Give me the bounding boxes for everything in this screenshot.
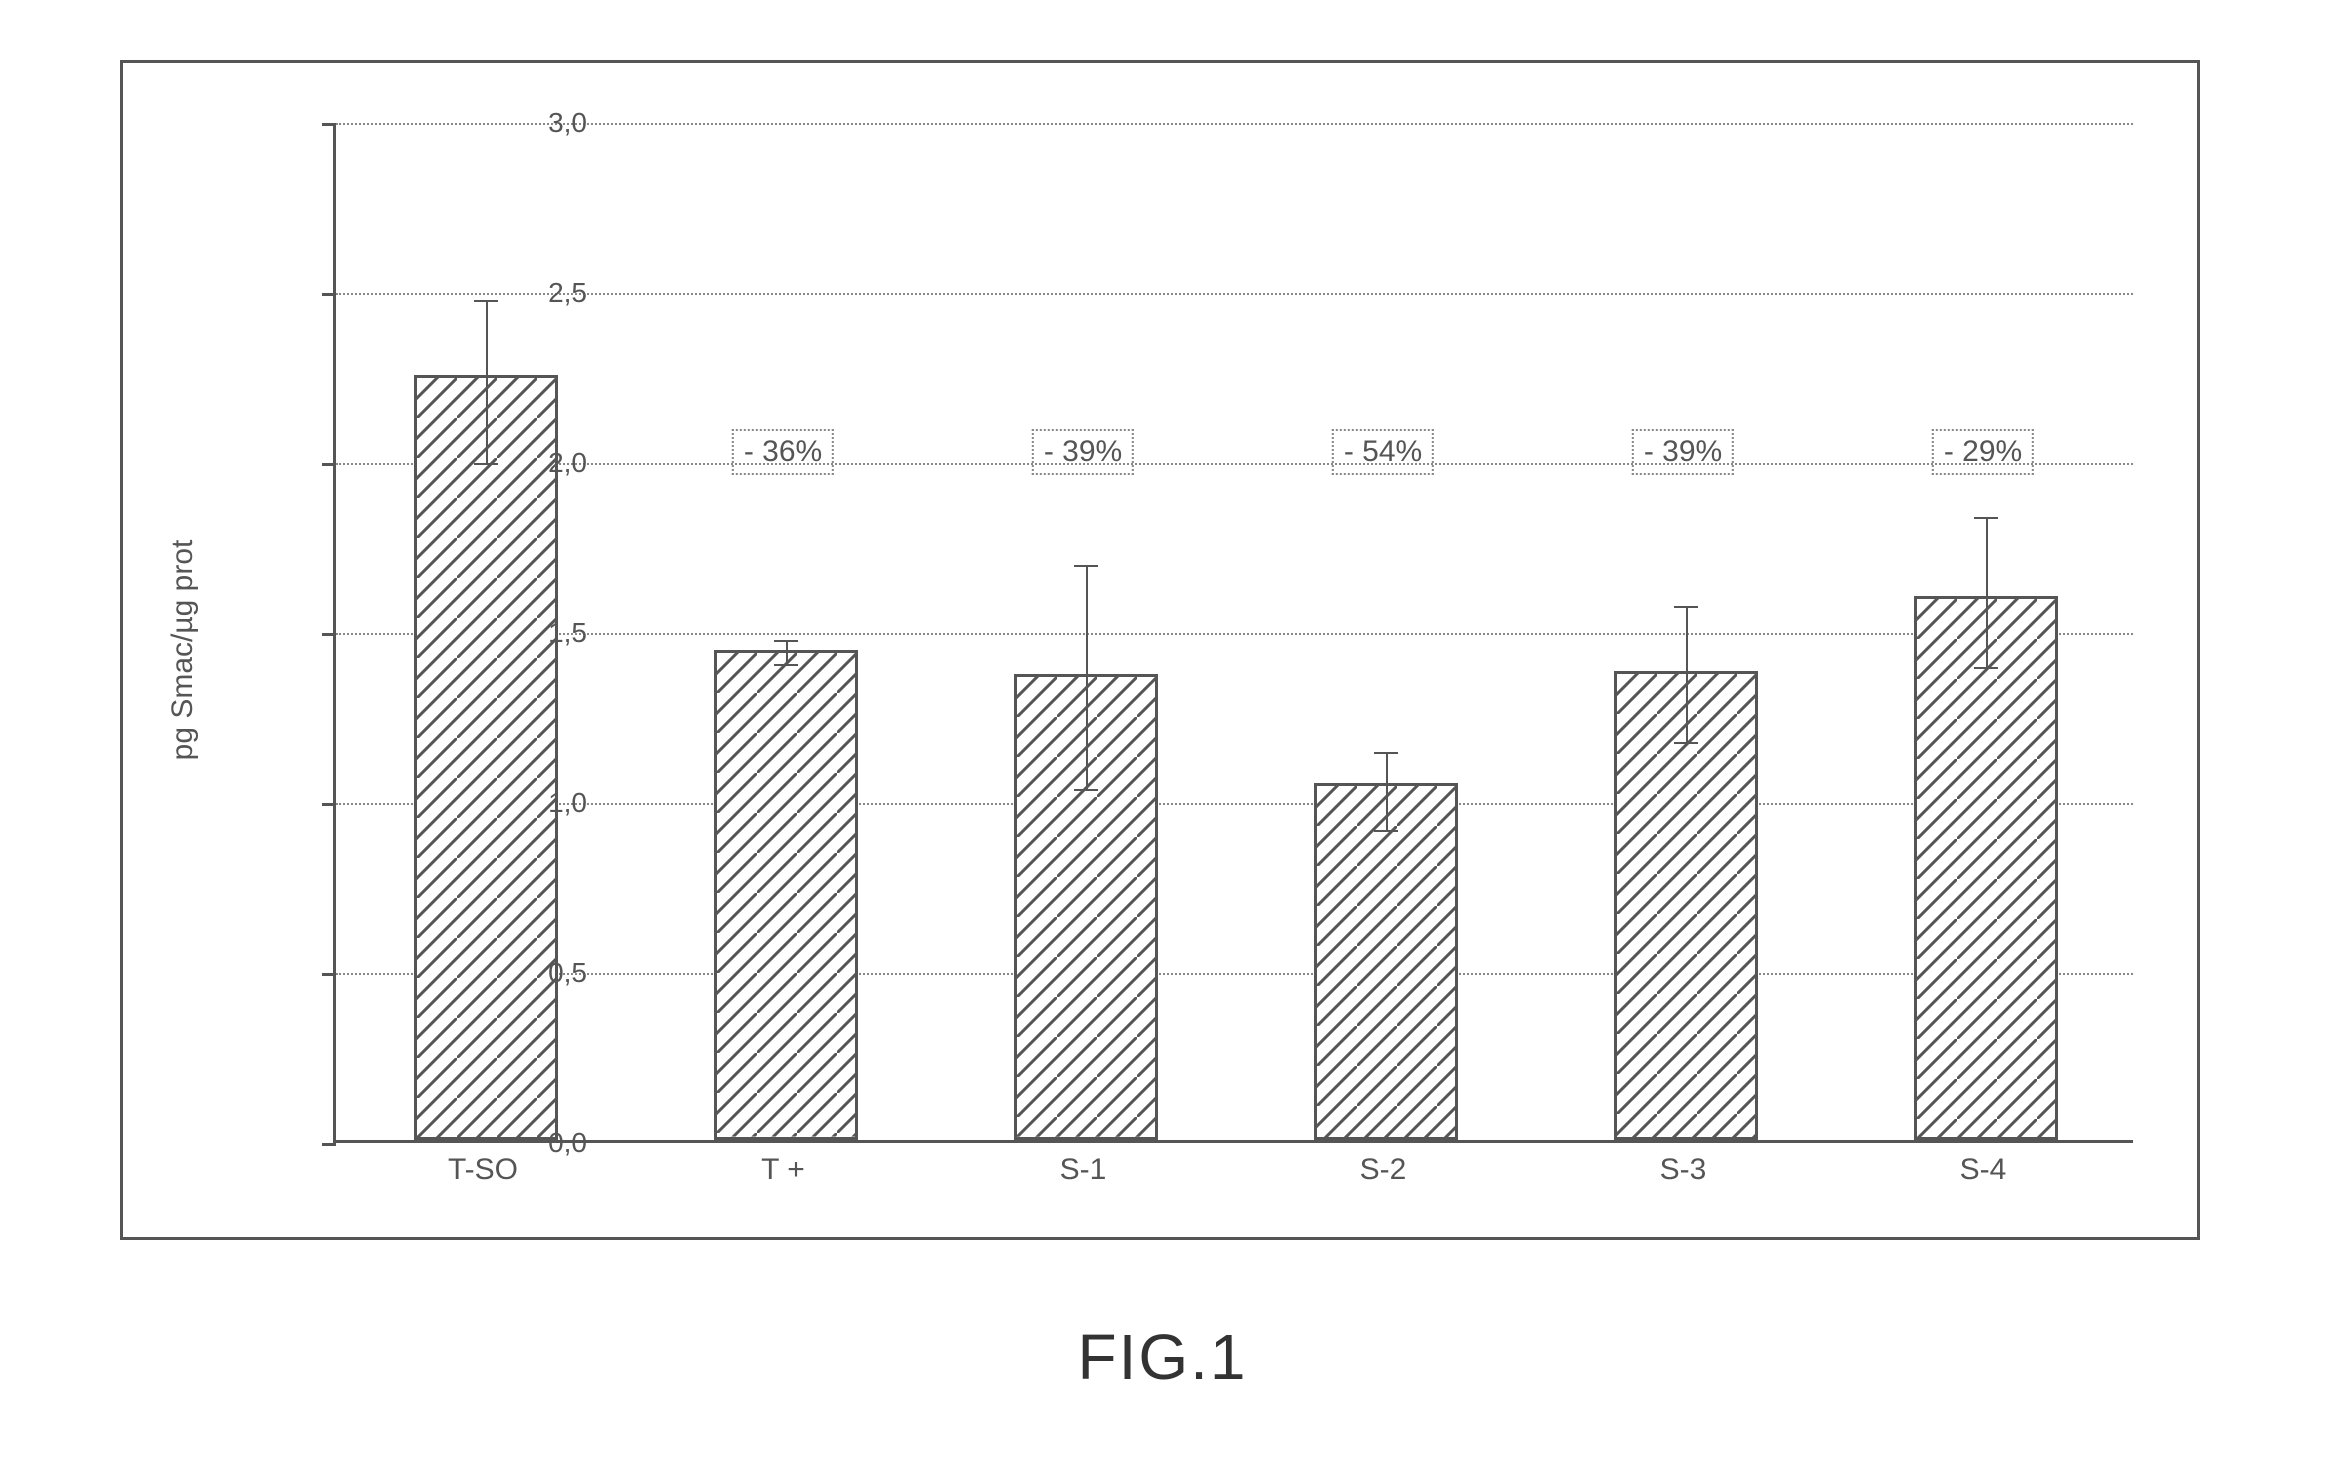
error-bar <box>1086 565 1088 789</box>
y-tick <box>322 1143 336 1146</box>
gridline <box>336 973 2133 975</box>
error-bar <box>486 300 488 463</box>
plot-area <box>333 123 2133 1143</box>
percent-annotation: - 39% <box>1632 429 1734 475</box>
error-cap <box>1374 830 1398 832</box>
y-tick-label: 1,5 <box>507 617 587 649</box>
y-tick <box>322 633 336 636</box>
y-tick <box>322 463 336 466</box>
x-tick-label: S-2 <box>1360 1153 1407 1187</box>
gridline <box>336 633 2133 635</box>
error-cap <box>774 640 798 642</box>
y-axis-label: pg Smac/µg prot <box>166 540 200 761</box>
error-cap <box>474 300 498 302</box>
y-tick-label: 2,0 <box>507 447 587 479</box>
error-cap <box>1974 517 1998 519</box>
percent-annotation: - 36% <box>732 429 834 475</box>
y-tick-label: 1,0 <box>507 787 587 819</box>
x-tick-label: S-1 <box>1060 1153 1107 1187</box>
y-tick-label: 2,5 <box>507 277 587 309</box>
y-tick-label: 3,0 <box>507 107 587 139</box>
y-tick-label: 0,5 <box>507 957 587 989</box>
error-cap <box>1974 667 1998 669</box>
error-cap <box>1674 742 1698 744</box>
page: pg Smac/µg prot 0,0 0,5 1,0 1,5 2,0 2,5 3,0 T-S… <box>0 0 2325 1477</box>
error-bar <box>786 640 788 664</box>
percent-annotation: - 29% <box>1932 429 2034 475</box>
chart-outer-frame: pg Smac/µg prot 0,0 0,5 1,0 1,5 2,0 2,5 3,0 T-S… <box>120 60 2200 1240</box>
error-bar <box>1386 752 1388 830</box>
error-cap <box>1074 789 1098 791</box>
y-tick <box>322 293 336 296</box>
percent-annotation: - 54% <box>1332 429 1434 475</box>
bar <box>714 650 858 1140</box>
y-tick-label: 0,0 <box>507 1127 587 1159</box>
gridline <box>336 123 2133 125</box>
x-tick-label: S-4 <box>1960 1153 2007 1187</box>
x-tick-label: T-SO <box>448 1153 518 1187</box>
error-cap <box>1674 606 1698 608</box>
x-tick-label: S-3 <box>1660 1153 1707 1187</box>
error-cap <box>1374 752 1398 754</box>
x-tick-label: T + <box>761 1153 805 1187</box>
error-cap <box>774 664 798 666</box>
gridline <box>336 463 2133 465</box>
error-cap <box>1074 565 1098 567</box>
figure-caption: FIG.1 <box>0 1320 2325 1394</box>
bar <box>414 375 558 1140</box>
bar <box>1914 596 2058 1140</box>
percent-annotation: - 39% <box>1032 429 1134 475</box>
y-tick <box>322 123 336 126</box>
error-cap <box>474 463 498 465</box>
y-tick <box>322 803 336 806</box>
gridline <box>336 803 2133 805</box>
bar <box>1314 783 1458 1140</box>
y-tick <box>322 973 336 976</box>
error-bar <box>1986 517 1988 667</box>
error-bar <box>1686 606 1688 742</box>
gridline <box>336 293 2133 295</box>
